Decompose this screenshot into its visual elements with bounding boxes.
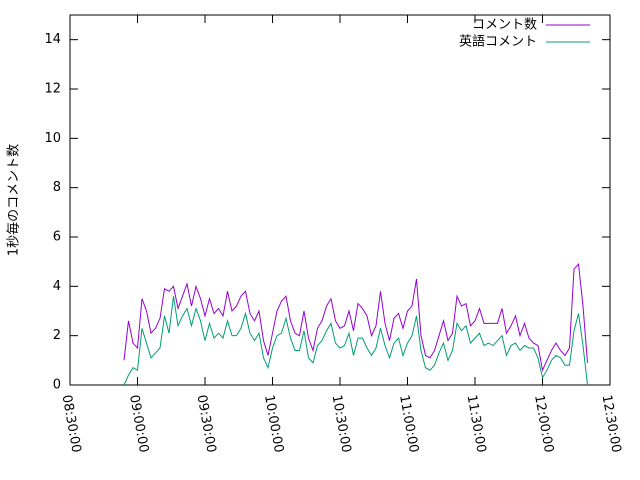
y-tick-label: 8 [53,180,61,195]
y-tick-label: 14 [44,32,61,47]
y-tick-label: 2 [53,328,61,343]
legend-label: コメント数 [472,18,537,33]
x-tick-label: 10:30:00 [329,394,354,454]
y-tick-label: 10 [44,131,61,146]
y-tick-label: 6 [53,230,61,245]
series-line [123,262,588,372]
x-tick-label: 09:00:00 [126,394,151,454]
x-tick-label: 08:30:00 [59,394,84,454]
y-tick-label: 0 [53,378,61,393]
x-tick-label: 12:30:00 [599,394,624,454]
series-line [123,296,588,386]
x-tick-label: 12:00:00 [531,394,556,454]
y-tick-label: 4 [53,279,61,294]
x-tick-label: 11:00:00 [396,394,421,454]
x-tick-label: 09:30:00 [194,394,219,454]
plot-border [69,14,611,386]
x-tick-label: 11:30:00 [464,394,489,454]
y-tick-label: 12 [44,82,61,97]
x-tick-label: 10:00:00 [261,394,286,454]
legend-label: 英語コメント [459,34,537,50]
y-axis-label: 1秒毎のコメント数 [6,144,22,256]
